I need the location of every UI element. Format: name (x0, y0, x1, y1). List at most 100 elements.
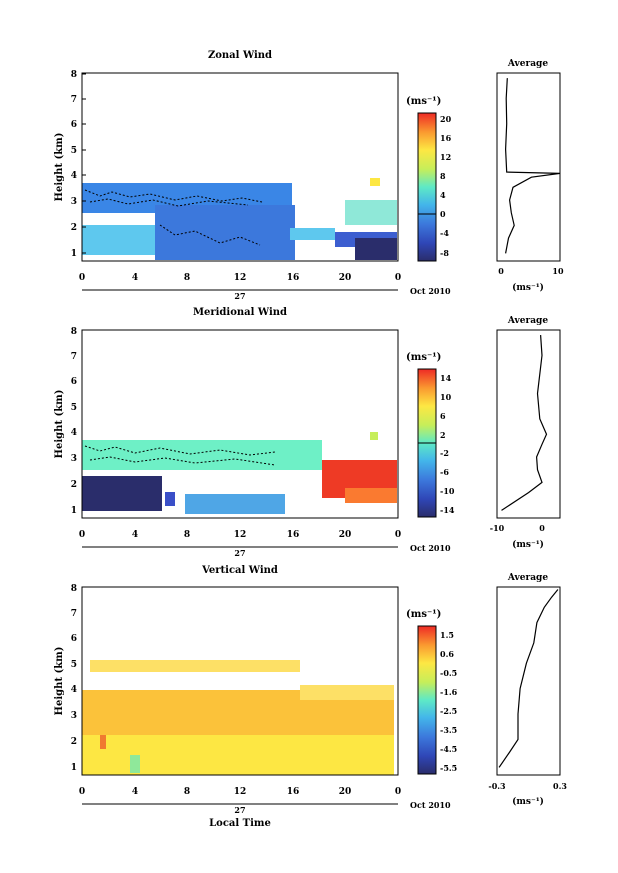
contour-lines (84, 189, 263, 246)
region-band (82, 476, 162, 511)
svg-text:0: 0 (79, 273, 85, 283)
plot-frame (81, 586, 399, 776)
svg-text:-1.6: -1.6 (440, 687, 458, 697)
svg-text:-3.5: -3.5 (440, 725, 457, 735)
svg-text:1.5: 1.5 (440, 630, 454, 640)
svg-text:7: 7 (71, 95, 77, 105)
svg-text:0: 0 (79, 787, 85, 797)
region-band (370, 432, 378, 440)
svg-text:4: 4 (71, 685, 77, 695)
svg-text:16: 16 (287, 787, 300, 797)
svg-text:2: 2 (71, 737, 77, 747)
colorbar (417, 112, 437, 262)
x-ticks: 0 4 8 12 16 20 0 (79, 530, 401, 540)
svg-text:6: 6 (71, 120, 77, 130)
svg-text:0: 0 (440, 209, 446, 219)
day-label: 27 (234, 548, 245, 558)
svg-text:-14: -14 (440, 505, 455, 515)
svg-text:0: 0 (395, 273, 401, 283)
svg-text:4: 4 (132, 787, 138, 797)
svg-text:2: 2 (440, 430, 446, 440)
colorbar-unit: (ms⁻¹) (406, 352, 441, 363)
region-band (155, 205, 295, 260)
region-band (165, 492, 175, 506)
svg-text:0: 0 (395, 787, 401, 797)
day-label: 27 (234, 805, 245, 815)
colorbar-ticks: 20 16 12 8 4 0 -4 -8 (440, 114, 452, 258)
svg-text:0.6: 0.6 (440, 649, 454, 659)
svg-text:0: 0 (539, 523, 545, 533)
avg-title: Average (507, 316, 548, 326)
svg-text:6: 6 (71, 634, 77, 644)
svg-text:1: 1 (71, 763, 77, 773)
svg-text:-8: -8 (440, 248, 449, 258)
contour-lines (84, 445, 276, 466)
colorbar-ticks: 14 10 6 2 -2 -6 -10 -14 (440, 373, 455, 515)
region-band (82, 225, 157, 255)
region-band (130, 755, 140, 773)
svg-text:3: 3 (71, 454, 77, 464)
avg-frame (496, 329, 561, 519)
colorbar-unit: (ms⁻¹) (406, 96, 441, 107)
y-ticks: 1 2 3 4 5 6 7 8 (71, 584, 77, 773)
x-ticks: 0 4 8 12 16 20 0 (79, 273, 401, 283)
date-label: Oct 2010 (410, 800, 451, 810)
panel-title: Meridional Wind (193, 307, 287, 318)
avg-title: Average (507, 573, 548, 583)
heatmap-regions (82, 660, 394, 775)
heatmap-regions (82, 178, 397, 260)
region-band (90, 660, 300, 672)
svg-text:12: 12 (234, 530, 247, 540)
y-axis-label: Height (km) (54, 647, 65, 716)
svg-text:6: 6 (71, 377, 77, 387)
colorbar (417, 625, 437, 775)
x-axis-label: Local Time (209, 818, 271, 829)
date-label: Oct 2010 (410, 286, 451, 296)
heatmap-regions (82, 432, 397, 514)
svg-text:8: 8 (184, 787, 190, 797)
y-axis-label: Height (km) (54, 390, 65, 459)
svg-text:-4: -4 (440, 228, 449, 238)
day-label: 27 (234, 291, 245, 301)
avg-title: Average (507, 59, 548, 69)
svg-text:10: 10 (552, 266, 564, 276)
svg-text:3: 3 (71, 197, 77, 207)
avg-xlabel: (ms⁻¹) (512, 282, 544, 293)
svg-text:16: 16 (287, 530, 300, 540)
svg-text:8: 8 (71, 70, 77, 80)
svg-text:-0.5: -0.5 (440, 668, 457, 678)
region-band (370, 178, 380, 186)
region-band (355, 238, 397, 260)
colorbar-unit: (ms⁻¹) (406, 609, 441, 620)
svg-text:2: 2 (71, 223, 77, 233)
svg-text:0.3: 0.3 (553, 781, 567, 791)
svg-text:-4.5: -4.5 (440, 744, 457, 754)
svg-text:-2.5: -2.5 (440, 706, 457, 716)
svg-text:6: 6 (440, 411, 446, 421)
svg-text:16: 16 (287, 273, 300, 283)
avg-profile (501, 335, 548, 511)
panel-zonal: Zonal Wind 1 2 3 4 5 6 7 8 0 4 8 12 (54, 50, 564, 301)
svg-text:1: 1 (71, 249, 77, 259)
svg-text:0: 0 (498, 266, 504, 276)
svg-text:12: 12 (234, 787, 247, 797)
svg-text:-6: -6 (440, 467, 449, 477)
y-axis-label: Height (km) (54, 133, 65, 202)
svg-text:-5.5: -5.5 (440, 763, 457, 773)
svg-text:8: 8 (71, 584, 77, 594)
svg-text:16: 16 (440, 133, 452, 143)
region-band (185, 494, 285, 514)
region-band (300, 685, 394, 700)
svg-text:4: 4 (132, 530, 138, 540)
svg-text:12: 12 (234, 273, 247, 283)
svg-text:12: 12 (440, 152, 451, 162)
colorbar-ticks: 1.5 0.6 -0.5 -1.6 -2.5 -3.5 -4.5 -5.5 (440, 630, 458, 773)
svg-text:2: 2 (71, 480, 77, 490)
svg-text:10: 10 (440, 392, 452, 402)
svg-text:8: 8 (184, 273, 190, 283)
svg-text:5: 5 (71, 403, 77, 413)
region-band (82, 735, 394, 775)
avg-profile (504, 78, 561, 254)
svg-text:20: 20 (440, 114, 452, 124)
